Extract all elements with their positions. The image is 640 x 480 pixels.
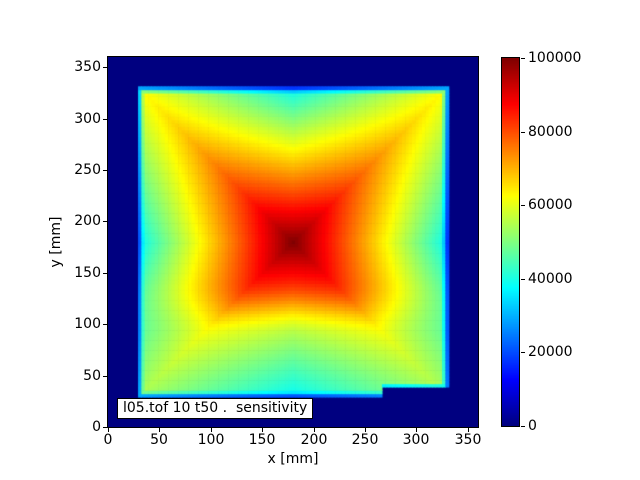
x-tick-label: 50 bbox=[150, 432, 168, 448]
y-tick-label: 0 bbox=[92, 419, 101, 435]
colorbar bbox=[501, 57, 520, 427]
y-tick-label: 350 bbox=[74, 59, 101, 75]
colorbar-tick-label: 40000 bbox=[528, 271, 573, 287]
y-axis-label: y [mm] bbox=[48, 216, 64, 268]
y-tick-label: 50 bbox=[83, 368, 101, 384]
x-tick-mark bbox=[416, 428, 417, 432]
colorbar-tick-label: 0 bbox=[528, 418, 537, 434]
colorbar-canvas bbox=[502, 58, 519, 426]
heatmap-canvas bbox=[108, 57, 478, 427]
y-tick-label: 150 bbox=[74, 265, 101, 281]
y-tick-label: 100 bbox=[74, 316, 101, 332]
colorbar-tick-mark bbox=[521, 352, 525, 353]
x-tick-mark bbox=[211, 428, 212, 432]
y-tick-mark bbox=[103, 376, 107, 377]
y-tick-mark bbox=[103, 119, 107, 120]
colorbar-tick-mark bbox=[521, 279, 525, 280]
y-tick-label: 200 bbox=[74, 213, 101, 229]
y-tick-mark bbox=[103, 324, 107, 325]
x-tick-label: 0 bbox=[103, 432, 113, 448]
y-tick-mark bbox=[103, 273, 107, 274]
y-tick-label: 300 bbox=[74, 111, 101, 127]
annotation-label: l05.tof 10 t50 . sensitivity bbox=[117, 398, 314, 419]
x-tick-label: 200 bbox=[300, 432, 328, 448]
colorbar-tick-mark bbox=[521, 58, 525, 59]
colorbar-tick-label: 80000 bbox=[528, 124, 573, 140]
colorbar-tick-label: 60000 bbox=[528, 197, 573, 213]
colorbar-tick-mark bbox=[521, 205, 525, 206]
colorbar-tick-label: 100000 bbox=[528, 50, 582, 66]
x-tick-mark bbox=[365, 428, 366, 432]
colorbar-tick-mark bbox=[521, 426, 525, 427]
x-tick-mark bbox=[108, 428, 109, 432]
colorbar-tick-label: 20000 bbox=[528, 344, 573, 360]
x-tick-mark bbox=[314, 428, 315, 432]
x-tick-label: 100 bbox=[197, 432, 225, 448]
plot-area bbox=[107, 56, 479, 428]
x-tick-label: 350 bbox=[454, 432, 482, 448]
y-tick-mark bbox=[103, 427, 107, 428]
x-tick-mark bbox=[262, 428, 263, 432]
y-tick-label: 250 bbox=[74, 162, 101, 178]
x-axis-label: x [mm] bbox=[267, 451, 319, 467]
y-tick-mark bbox=[103, 221, 107, 222]
x-tick-mark bbox=[159, 428, 160, 432]
x-tick-label: 250 bbox=[351, 432, 379, 448]
colorbar-tick-mark bbox=[521, 132, 525, 133]
x-tick-label: 150 bbox=[248, 432, 276, 448]
y-tick-mark bbox=[103, 67, 107, 68]
y-tick-mark bbox=[103, 170, 107, 171]
x-tick-label: 300 bbox=[402, 432, 430, 448]
x-tick-mark bbox=[468, 428, 469, 432]
